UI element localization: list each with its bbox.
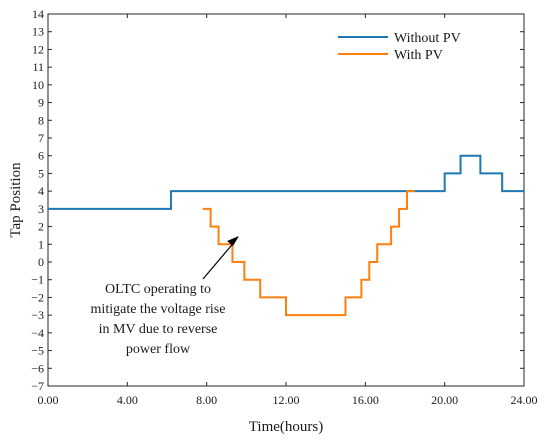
y-tick-label: −3 bbox=[31, 308, 44, 322]
x-tick-label: 16.00 bbox=[352, 393, 379, 407]
y-tick-label: 13 bbox=[32, 25, 44, 39]
y-tick-label: 4 bbox=[38, 184, 44, 198]
x-axis-ticks: 0.00 4.00 8.00 12.00 16.00 20.00 24.00 bbox=[38, 14, 538, 407]
annotation-line-4: power flow bbox=[126, 342, 191, 357]
y-tick-label: 6 bbox=[38, 149, 44, 163]
y-tick-label: −2 bbox=[31, 290, 44, 304]
y-tick-label: 10 bbox=[32, 78, 44, 92]
y-tick-label: 9 bbox=[38, 96, 44, 110]
y-tick-label: 14 bbox=[32, 7, 44, 21]
y-tick-label: −4 bbox=[31, 326, 44, 340]
y-tick-label: 12 bbox=[32, 42, 44, 56]
x-axis-label: Time(hours) bbox=[249, 419, 323, 435]
y-tick-label: 2 bbox=[38, 220, 44, 234]
y-axis-label: Tap Position bbox=[8, 162, 24, 238]
series-line-without-pv bbox=[48, 154, 524, 210]
series-line-with-pv bbox=[202, 190, 415, 317]
y-tick-label: −1 bbox=[31, 273, 44, 287]
y-tick-label: 3 bbox=[38, 202, 44, 216]
y-tick-label: 0 bbox=[38, 255, 44, 269]
y-tick-label: −5 bbox=[31, 344, 44, 358]
y-tick-label: −6 bbox=[31, 361, 44, 375]
y-tick-label: 1 bbox=[38, 237, 44, 251]
plot-area bbox=[47, 13, 525, 387]
x-tick-label: 12.00 bbox=[273, 393, 300, 407]
y-tick-label: 5 bbox=[38, 166, 44, 180]
annotation: OLTC operating to mitigate the voltage r… bbox=[91, 236, 239, 357]
x-tick-label: 20.00 bbox=[431, 393, 458, 407]
x-tick-label: 8.00 bbox=[196, 393, 217, 407]
annotation-line-2: mitigate the voltage rise bbox=[91, 302, 226, 317]
y-tick-label: 11 bbox=[32, 60, 44, 74]
series-layer bbox=[48, 154, 524, 317]
annotation-arrowhead bbox=[227, 236, 239, 246]
x-tick-label: 0.00 bbox=[38, 393, 59, 407]
y-tick-label: −7 bbox=[31, 379, 44, 393]
legend: Without PV With PV bbox=[338, 31, 461, 63]
x-tick-label: 24.00 bbox=[511, 393, 538, 407]
legend-label-with-pv: With PV bbox=[394, 48, 443, 63]
legend-label-without-pv: Without PV bbox=[394, 31, 461, 46]
annotation-line-3: in MV due to reverse bbox=[99, 322, 218, 337]
y-tick-label: 7 bbox=[38, 131, 44, 145]
annotation-arrow bbox=[202, 239, 237, 280]
y-tick-label: 8 bbox=[38, 113, 44, 127]
annotation-line-1: OLTC operating to bbox=[105, 282, 211, 297]
x-tick-label: 4.00 bbox=[117, 393, 138, 407]
